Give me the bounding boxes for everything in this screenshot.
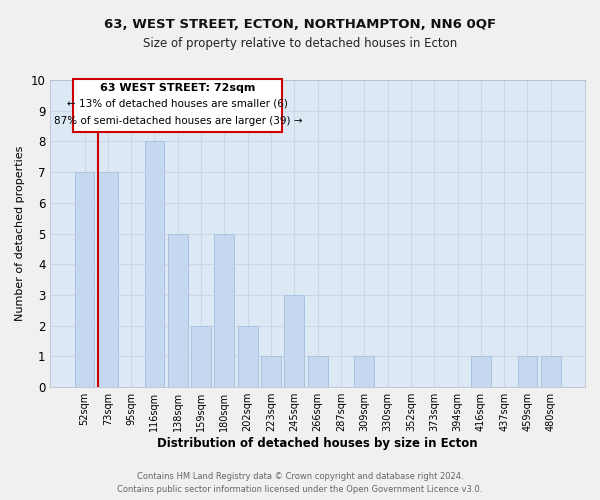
Bar <box>518 356 538 387</box>
Bar <box>191 326 211 387</box>
Text: 63, WEST STREET, ECTON, NORTHAMPTON, NN6 0QF: 63, WEST STREET, ECTON, NORTHAMPTON, NN6… <box>104 18 496 30</box>
Text: ← 13% of detached houses are smaller (6): ← 13% of detached houses are smaller (6) <box>67 99 288 109</box>
Text: Contains HM Land Registry data © Crown copyright and database right 2024.: Contains HM Land Registry data © Crown c… <box>137 472 463 481</box>
Bar <box>284 295 304 387</box>
Bar <box>98 172 118 387</box>
Y-axis label: Number of detached properties: Number of detached properties <box>15 146 25 322</box>
Bar <box>261 356 281 387</box>
FancyBboxPatch shape <box>73 80 282 132</box>
Bar <box>214 234 234 387</box>
Bar <box>541 356 560 387</box>
Bar <box>74 172 94 387</box>
Text: 63 WEST STREET: 72sqm: 63 WEST STREET: 72sqm <box>100 82 256 92</box>
Text: 87% of semi-detached houses are larger (39) →: 87% of semi-detached houses are larger (… <box>53 116 302 126</box>
Bar <box>145 142 164 387</box>
Bar <box>308 356 328 387</box>
Text: Size of property relative to detached houses in Ecton: Size of property relative to detached ho… <box>143 38 457 51</box>
Bar <box>168 234 188 387</box>
Bar <box>471 356 491 387</box>
Text: Contains public sector information licensed under the Open Government Licence v3: Contains public sector information licen… <box>118 485 482 494</box>
Bar <box>355 356 374 387</box>
Bar <box>238 326 257 387</box>
X-axis label: Distribution of detached houses by size in Ecton: Distribution of detached houses by size … <box>157 437 478 450</box>
